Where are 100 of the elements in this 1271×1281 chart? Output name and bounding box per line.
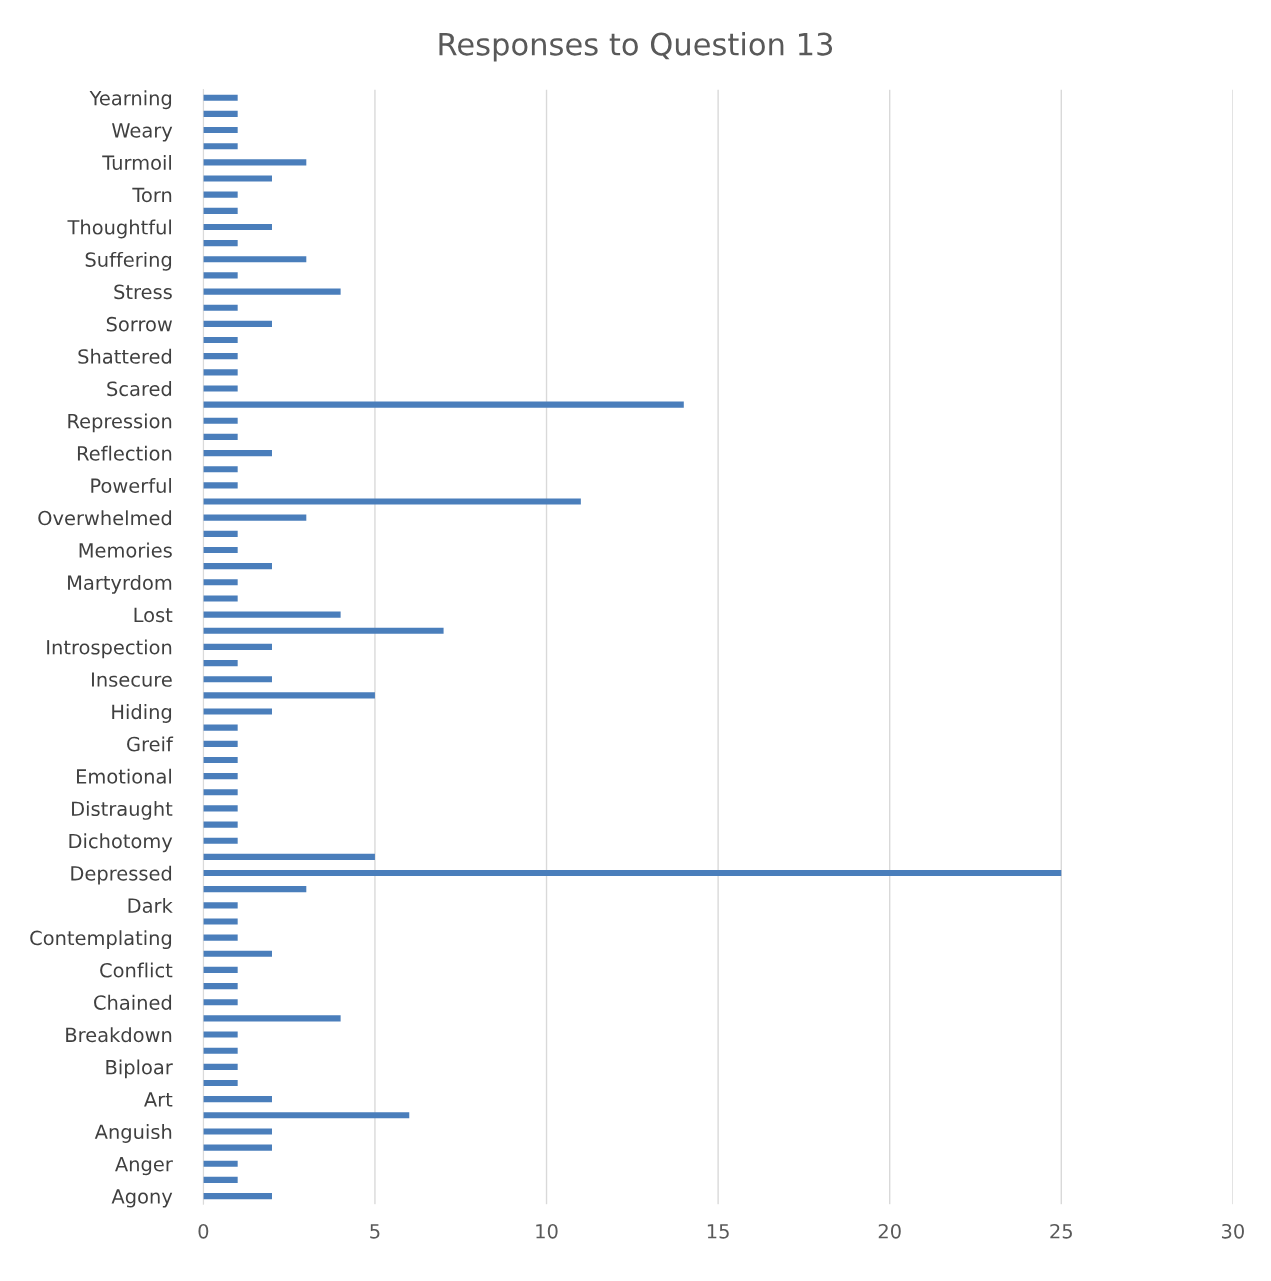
bar [203,450,272,457]
y-tick-label: Turmoil [102,154,171,171]
x-tick-label: 5 [370,1224,380,1239]
bar [203,1128,272,1135]
bar [203,256,307,263]
bar [203,918,238,925]
bar [203,1096,272,1103]
bar [203,869,1062,877]
bar [203,159,307,166]
bar [203,1176,238,1183]
y-tick-label: Contemplating [30,930,172,950]
bar [203,514,307,521]
y-tick-label: Biploar [106,1059,173,1079]
bar [203,466,238,473]
y-tick-label: Yearning [89,90,172,110]
y-tick-label: Repression [68,413,172,433]
x-tick-label: 15 [707,1224,729,1239]
y-tick-label: Emotional [77,768,171,784]
bar [203,1047,238,1054]
bar [203,563,272,570]
bar [203,175,272,182]
bar [203,1112,410,1119]
bar [203,579,238,586]
bar [203,336,238,344]
y-tick-label: Introspection [47,639,172,659]
bar [203,433,238,440]
x-tick-label: 20 [878,1223,901,1239]
x-tick-label: 30 [1221,1223,1244,1239]
bar [203,223,272,231]
bar [203,999,238,1006]
bar [203,676,272,683]
bar [203,1079,238,1087]
y-tick-label: Breakdown [66,1027,172,1043]
bar [203,692,375,699]
y-tick-label: Reflection [77,445,172,461]
bar [203,385,238,392]
bar [203,950,272,957]
bar [203,740,238,747]
bar [203,611,341,618]
bar [203,126,238,134]
y-tick-label: Anguish [94,1124,172,1143]
y-tick-label: Depressed [71,865,172,885]
bar [203,821,238,828]
bar [203,288,341,295]
y-tick-label: Martyrdom [68,574,172,594]
y-tick-label: Chained [94,994,172,1010]
bar [203,773,238,780]
y-tick-label: Greif [127,736,174,752]
bar [203,207,238,214]
y-tick-label: Dark [128,897,173,913]
y-tick-label: Dichotomy [69,833,173,853]
bar [203,498,581,505]
bar [203,627,444,634]
bar [203,837,238,844]
bar [203,191,238,198]
bar [203,1015,341,1022]
y-tick-label: Memories [79,542,172,558]
bar [203,1160,238,1167]
bar [203,902,238,909]
bar [203,482,238,489]
y-tick-label: Conflict [100,962,173,978]
bar [203,805,238,812]
bar [203,1031,238,1038]
bar [203,110,238,117]
bar [203,546,238,554]
bar [203,320,272,327]
bar [203,966,238,974]
bar [203,353,238,360]
bar [203,643,272,650]
y-tick-label: Thoughtful [67,219,171,239]
y-tick-label: Suffering [85,251,172,271]
bar [203,417,238,424]
bar [203,369,238,376]
y-tick-label: Anger [115,1156,173,1176]
bar [203,240,238,247]
chart-title: Responses to Question 13 [439,32,833,62]
x-tick-label: 25 [1050,1223,1072,1239]
bar [203,724,238,731]
y-tick-label: Scared [107,381,172,397]
y-tick-label: Stress [114,284,172,300]
bar [203,143,238,150]
bar [203,853,375,860]
bar [203,756,238,764]
bar [203,934,238,941]
bar [203,886,307,893]
x-tick-label: 10 [536,1223,558,1239]
y-tick-label: Shattered [78,348,172,364]
bar [203,304,238,311]
y-tick-label: Torn [132,187,172,203]
bar [203,1193,272,1200]
bar [203,272,238,279]
y-tick-label: Art [144,1092,173,1107]
bar [203,1063,238,1070]
y-tick-label: Weary [111,123,173,142]
y-tick-label: Overwhelmed [38,510,172,526]
y-tick-label: Agony [111,1189,173,1208]
y-tick-label: Powerful [91,478,171,494]
x-tick-label: 0 [198,1223,209,1239]
bar [203,595,238,602]
bar [203,789,238,796]
